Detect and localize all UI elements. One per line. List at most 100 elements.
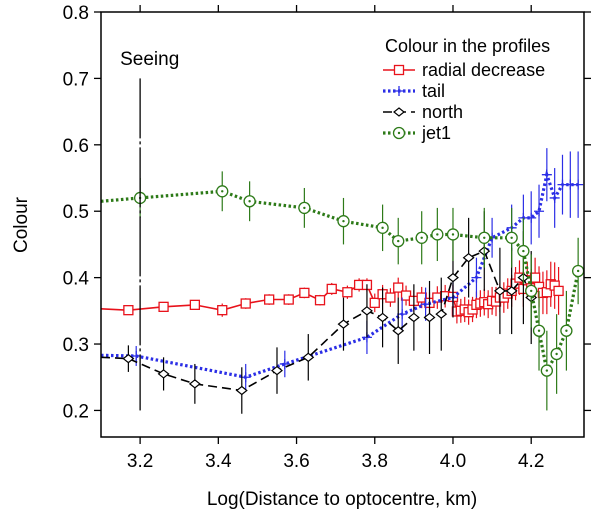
legend-title: Colour in the profiles (385, 36, 550, 56)
y-tick-label: 0.7 (63, 69, 89, 90)
data-point (423, 312, 436, 323)
data-point (525, 284, 538, 298)
data-point (342, 287, 353, 298)
y-tick-label: 0.4 (63, 269, 90, 290)
data-point-dot (303, 206, 306, 210)
data-point (560, 324, 573, 337)
data-point (553, 285, 564, 297)
data-point (360, 306, 373, 316)
legend-label: tail (422, 81, 445, 101)
data-point (550, 347, 563, 361)
data-point (264, 294, 275, 305)
legend-marker (394, 86, 404, 96)
data-point-dot (451, 233, 455, 236)
plot-frame (100, 11, 585, 438)
data-point (493, 286, 506, 296)
series-radial-decrease (101, 257, 564, 325)
data-point (369, 297, 380, 309)
data-point (235, 385, 248, 396)
legend-marker-dot (397, 131, 401, 135)
data-point (517, 244, 530, 258)
x-tick-label: 3.6 (283, 451, 309, 472)
data-point (505, 231, 518, 244)
legend: Colour in the profiles radial decreasetai… (383, 36, 550, 143)
data-point (447, 272, 459, 283)
data-point (157, 369, 170, 379)
data-point (431, 228, 444, 241)
data-point (471, 272, 482, 283)
data-point (337, 215, 350, 228)
data-point (540, 364, 553, 377)
data-point-dot (436, 233, 439, 236)
data-point (446, 228, 460, 241)
data-point-dot (565, 329, 568, 332)
data-point (216, 185, 229, 198)
data-point (326, 283, 337, 295)
data-point (279, 358, 290, 369)
data-point (240, 298, 251, 309)
data-point-dot (381, 226, 384, 230)
seeing-annotation: Seeing (120, 49, 179, 411)
data-point-dot (576, 269, 580, 273)
data-point (314, 295, 326, 306)
x-axis-label: Log(Distance to optocentre, km) (207, 489, 477, 510)
x-tick-label: 3.8 (362, 451, 388, 472)
data-point-dot (555, 352, 558, 356)
data-point-dot (420, 236, 423, 239)
data-point (376, 221, 389, 234)
legend-marker (392, 126, 406, 140)
y-tick-label: 0.3 (63, 335, 89, 356)
axis-ticks: 3.2 3.4 3.6 3.8 4.0 4.2 0.2 0.3 0.4 0.5 0.6 0.7 0.8 (63, 3, 591, 472)
data-point (283, 294, 294, 305)
data-point (462, 252, 475, 263)
legend-marker (393, 64, 405, 76)
data-point (392, 325, 405, 336)
x-tick-label: 4.2 (518, 451, 544, 472)
data-point (549, 192, 560, 203)
data-point (529, 272, 541, 283)
data-point (299, 287, 310, 299)
series-layer (101, 148, 584, 414)
data-point (122, 353, 135, 364)
y-tick-label: 0.6 (63, 136, 89, 157)
data-point-dot (537, 329, 541, 332)
data-point (573, 179, 584, 190)
data-point (407, 312, 420, 323)
legend-marker (393, 107, 405, 117)
legend-item-jet1: jet1 (383, 123, 451, 143)
y-tick-label: 0.5 (63, 202, 89, 223)
data-point (189, 299, 201, 311)
data-point-dot (248, 200, 251, 203)
legend-label: jet1 (421, 123, 451, 143)
series-line (101, 250, 532, 392)
y-tick-label: 0.8 (63, 3, 89, 24)
data-point (415, 231, 428, 244)
data-point-dot (221, 190, 224, 193)
data-point (532, 324, 546, 337)
data-point (298, 201, 311, 215)
data-point (123, 305, 134, 316)
legend-label: north (422, 102, 463, 122)
data-point (217, 305, 228, 316)
series-line (101, 168, 579, 379)
x-tick-label: 4.0 (440, 451, 466, 472)
data-point (158, 301, 169, 312)
series-tail (101, 148, 584, 391)
data-point (271, 365, 283, 376)
data-point-dot (545, 369, 549, 372)
data-point (541, 169, 552, 180)
data-point (505, 286, 518, 296)
data-point (302, 352, 315, 363)
data-point (534, 206, 545, 217)
data-point (337, 319, 350, 329)
seeing-label: Seeing (120, 49, 179, 70)
legend-item-tail: tail (383, 81, 445, 101)
data-point-dot (530, 289, 533, 293)
y-tick-label: 0.2 (63, 401, 89, 422)
data-point (376, 312, 389, 323)
data-point-dot (522, 249, 525, 253)
x-tick-label: 3.2 (127, 451, 153, 472)
data-point (243, 195, 256, 208)
data-point (478, 231, 491, 244)
